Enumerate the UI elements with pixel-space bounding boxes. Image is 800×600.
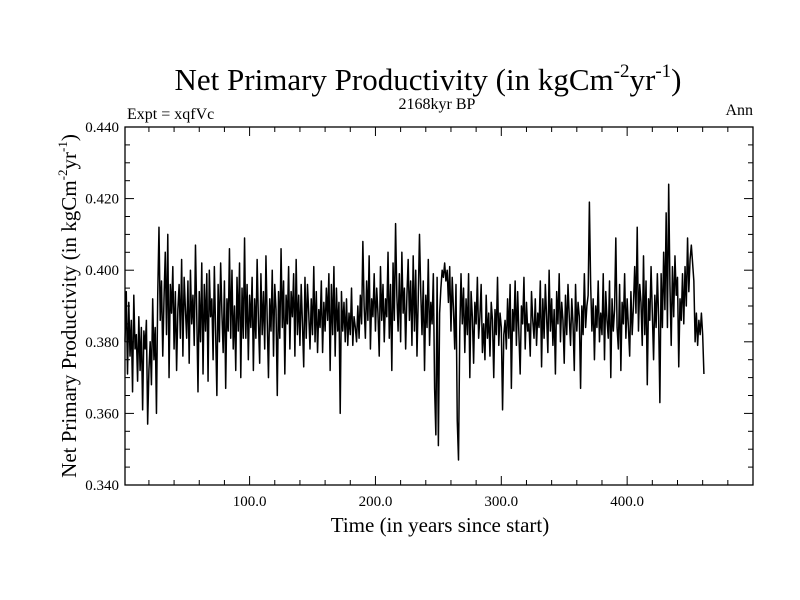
y-axis-label-end: ) — [57, 134, 81, 141]
y-tick-label: 0.380 — [85, 335, 119, 351]
subtitle-experiment: Expt = xqfVc — [127, 106, 214, 123]
y-axis-label-main: Net Primary Productivity (in kgCm — [57, 180, 81, 477]
series-line-npp — [124, 183, 705, 461]
chart-title-sup2: -1 — [655, 61, 671, 82]
x-tick-label: 100.0 — [233, 494, 267, 510]
subtitle-season: Ann — [725, 102, 753, 119]
subtitle-period: 2168kyr BP — [399, 96, 476, 113]
y-tick-label: 0.440 — [85, 120, 119, 136]
y-tick-label: 0.420 — [85, 192, 119, 208]
x-tick-label: 300.0 — [484, 494, 518, 510]
chart-title-end: ) — [671, 62, 681, 97]
y-tick-label: 0.340 — [85, 478, 119, 494]
y-tick-label: 0.360 — [85, 406, 119, 422]
y-axis-label-sup2: -1 — [55, 141, 70, 152]
chart-title-sup1: -2 — [614, 61, 630, 82]
axis-ticks: 0.340 0.360 0.380 0.400 0.420 0.440 100.0 200.0… — [85, 120, 753, 510]
y-axis-label: Net Primary Productivity (in kgCm-2yr-1) — [55, 134, 81, 478]
chart-title-main: Net Primary Productivity (in kgCm — [175, 62, 614, 97]
y-axis-label-mid: yr — [57, 152, 81, 170]
y-tick-label: 0.400 — [85, 263, 119, 279]
x-tick-label: 400.0 — [610, 494, 644, 510]
x-axis-label: Time (in years since start) — [331, 513, 550, 537]
y-axis-label-sup1: -2 — [55, 170, 70, 181]
chart-title: Net Primary Productivity (in kgCm-2yr-1) — [175, 61, 682, 97]
x-tick-label: 200.0 — [359, 494, 393, 510]
chart-title-mid: yr — [629, 62, 656, 97]
